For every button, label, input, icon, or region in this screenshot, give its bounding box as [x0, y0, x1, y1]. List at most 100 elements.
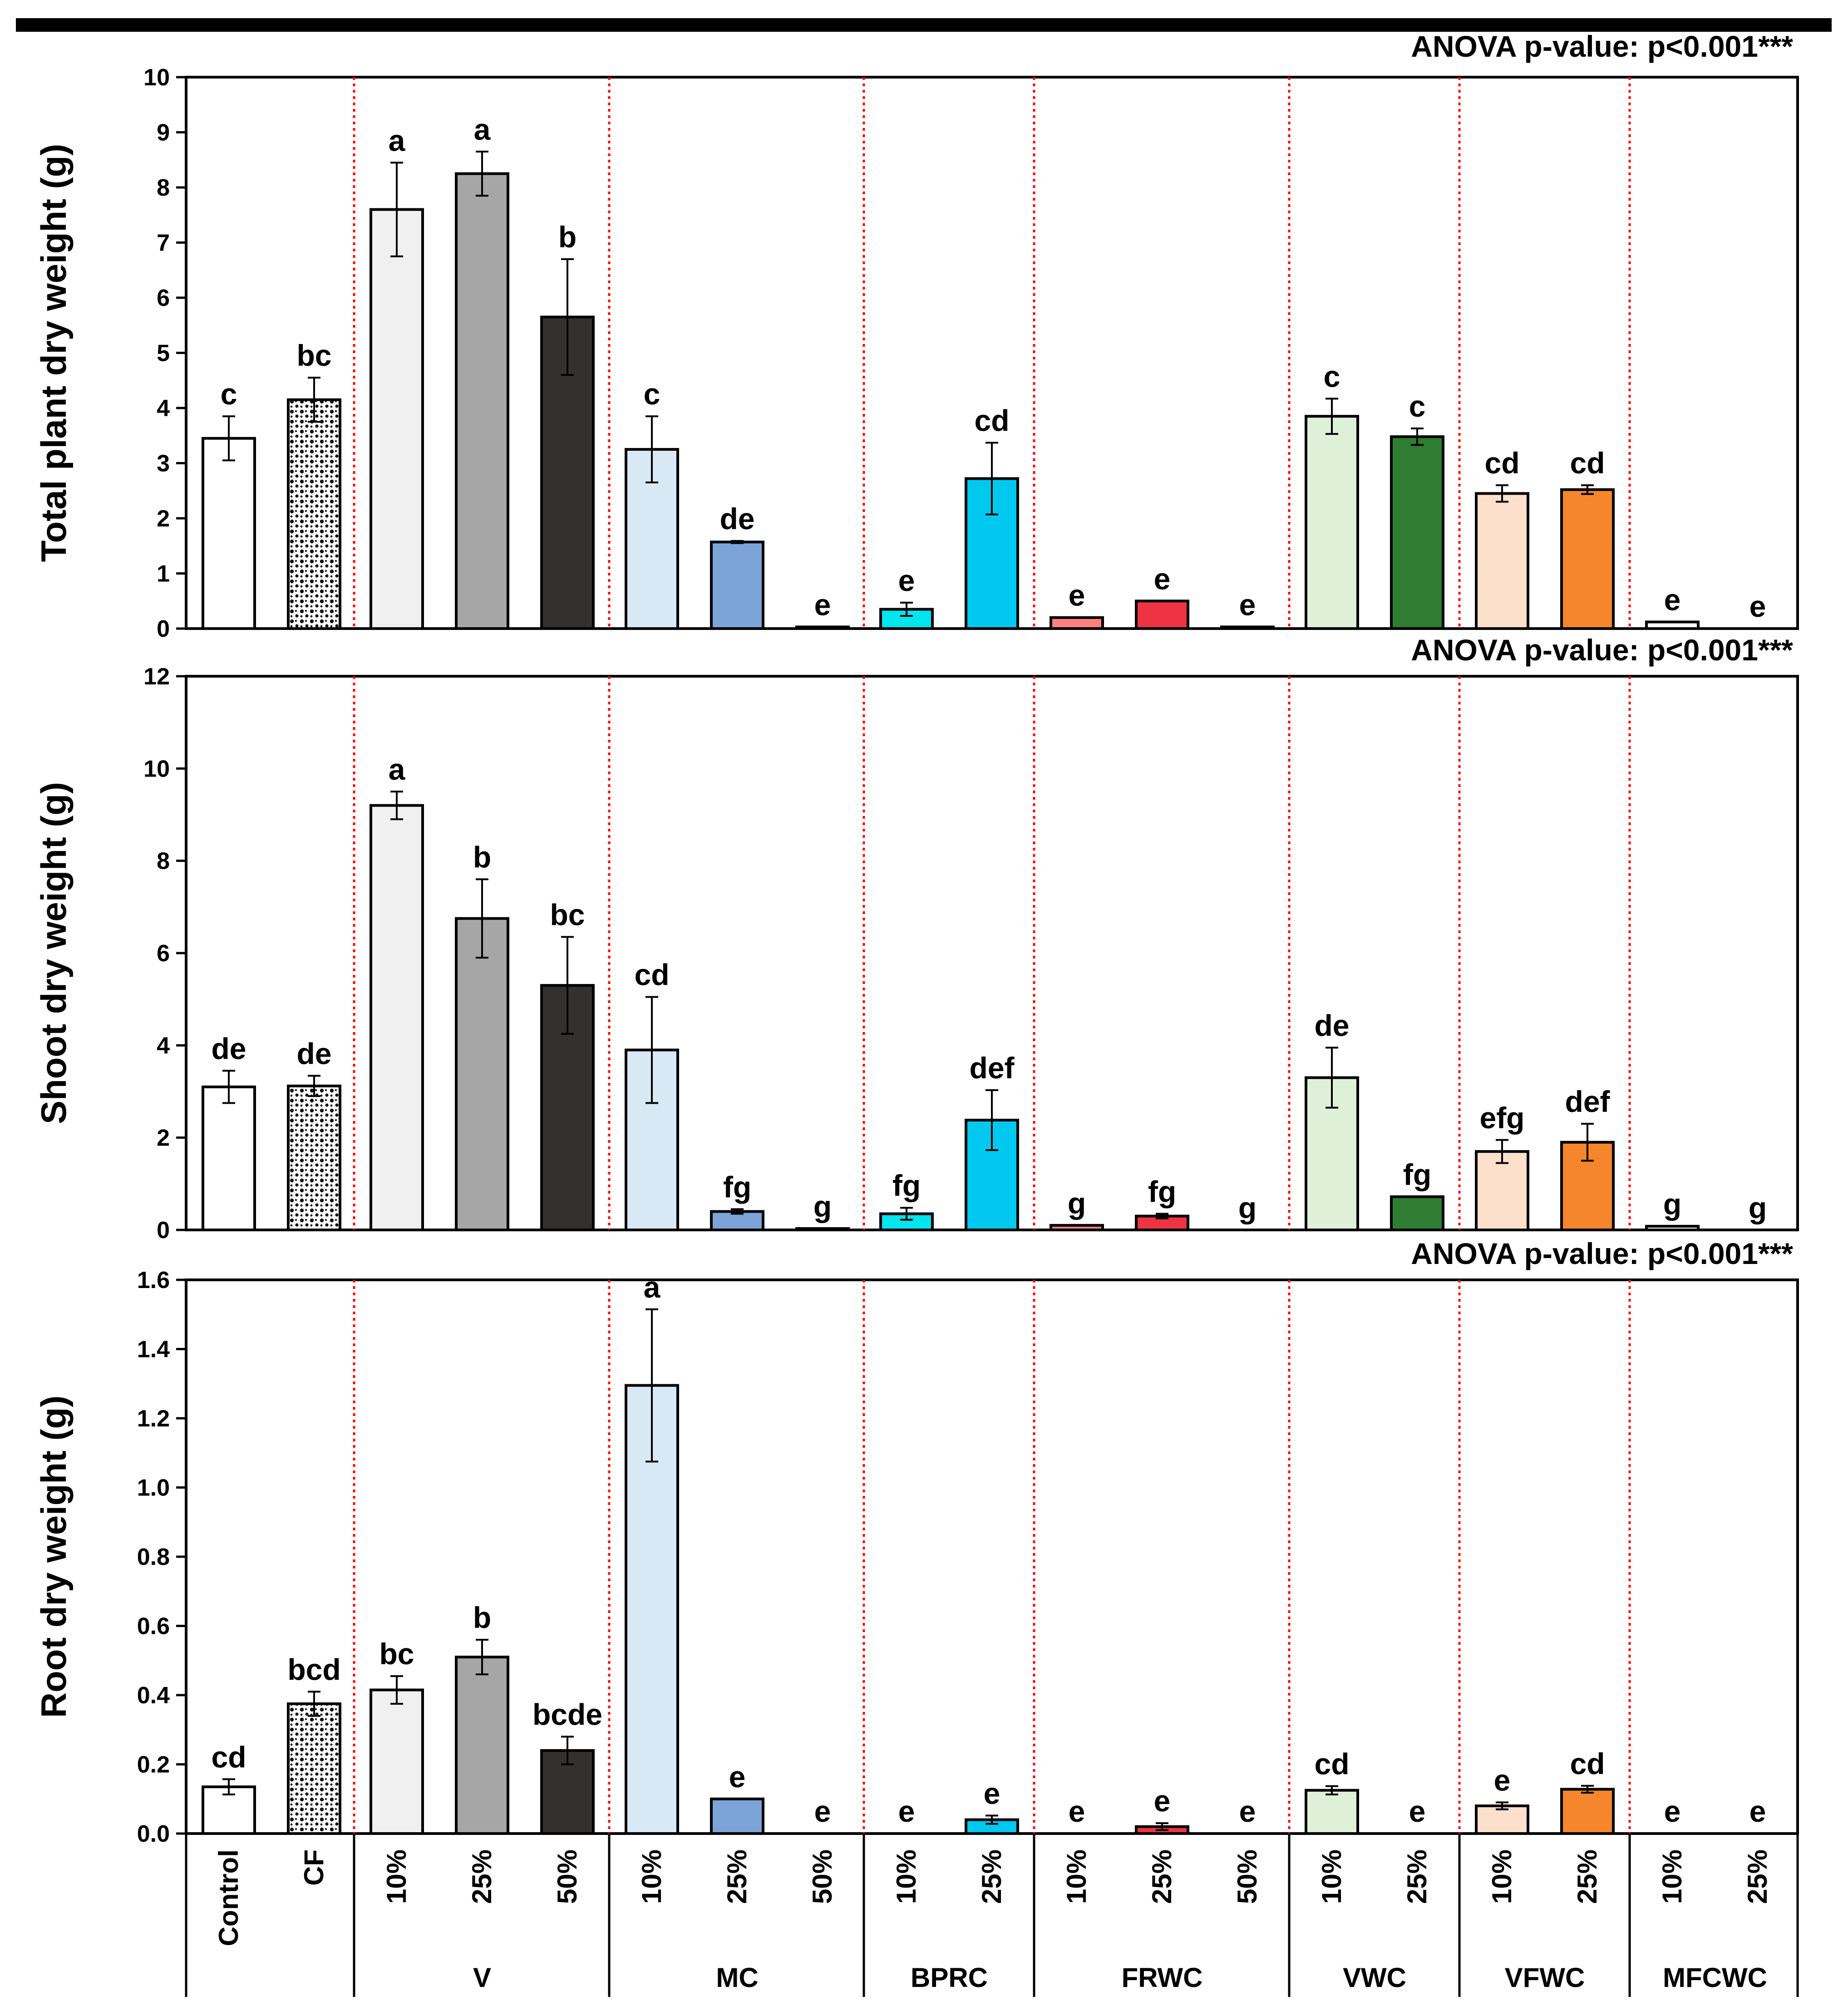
group-label: MFCWC — [1663, 1962, 1767, 1993]
y-tick-label: 12 — [143, 664, 170, 690]
group-label: MC — [716, 1962, 758, 1993]
significance-letter: cd — [1484, 446, 1519, 480]
bar — [795, 625, 850, 630]
x-tick-label: 10% — [891, 1849, 922, 1904]
significance-letter: b — [558, 220, 577, 254]
bar — [710, 541, 764, 630]
group-label: VWC — [1343, 1962, 1406, 1993]
significance-letter: bcde — [532, 1698, 602, 1731]
y-tick-label: 0.8 — [137, 1544, 170, 1570]
significance-letter: a — [474, 113, 491, 146]
bar — [1050, 1224, 1104, 1231]
bar — [1475, 1150, 1529, 1232]
panel-1: 0 1 2 3 4 5 6 7 8 9 10 Total plant dry weight (g) AN… — [34, 30, 1799, 642]
y-tick-label: 4 — [157, 1033, 170, 1059]
significance-letter: de — [1314, 1008, 1349, 1042]
significance-letter: e — [1154, 1784, 1171, 1818]
significance-letter: fg — [892, 1169, 921, 1202]
bar — [1305, 415, 1359, 630]
y-tick-label: 0.0 — [137, 1821, 170, 1847]
significance-letter: e — [1749, 590, 1766, 623]
plot-frame — [185, 1278, 1799, 1835]
significance-letter: e — [898, 1795, 915, 1828]
bar — [1135, 600, 1189, 630]
x-tick-label: 50% — [1232, 1849, 1262, 1904]
significance-letter: e — [1494, 1763, 1511, 1797]
y-tick-label: 10 — [143, 756, 170, 782]
y-tick-label: 6 — [157, 285, 170, 311]
significance-letter: b — [473, 1601, 491, 1634]
bar — [1645, 1224, 1700, 1232]
y-tick-label: 2 — [157, 1125, 170, 1151]
bar — [370, 208, 424, 630]
significance-letter: fg — [1403, 1158, 1431, 1191]
significance-letter: a — [644, 1270, 661, 1304]
significance-letter: bcd — [287, 1652, 340, 1686]
significance-letter: b — [473, 840, 491, 874]
x-tick-label: 25% — [976, 1849, 1007, 1904]
x-tick-label: 10% — [1316, 1849, 1347, 1904]
significance-letter: cd — [1570, 446, 1605, 480]
top-rule — [16, 18, 1832, 32]
x-tick-label: CF — [299, 1849, 329, 1886]
significance-letter: e — [814, 588, 831, 621]
bar — [1220, 625, 1275, 630]
significance-letter: e — [898, 564, 915, 597]
significance-letter: def — [1565, 1085, 1611, 1118]
y-tick-label: 3 — [157, 451, 170, 477]
significance-letter: e — [1239, 588, 1256, 621]
significance-letter: g — [1749, 1191, 1767, 1224]
significance-letter: c — [644, 377, 660, 411]
bar — [202, 1085, 256, 1231]
anova-label: ANOVA p-value: p<0.001*** — [1411, 633, 1793, 667]
significance-letter: c — [1409, 389, 1426, 423]
bar — [1560, 1788, 1615, 1835]
bar — [287, 1084, 341, 1232]
significance-letter: e — [729, 1760, 746, 1794]
y-axis-label: Root dry weight (g) — [34, 1396, 74, 1718]
bar — [287, 1702, 341, 1835]
significance-letter: de — [296, 1037, 331, 1070]
significance-letter: e — [1409, 1795, 1426, 1828]
bar — [370, 804, 424, 1231]
bar — [1560, 488, 1615, 630]
y-tick-label: 0 — [157, 1217, 170, 1244]
x-tick-label: 50% — [807, 1849, 838, 1904]
x-tick-label: 10% — [1061, 1849, 1092, 1904]
x-tick-label: 50% — [552, 1849, 582, 1904]
y-tick-label: 1 — [157, 561, 170, 587]
y-axis-label: Total plant dry weight (g) — [34, 144, 74, 562]
significance-letter: bc — [550, 898, 585, 931]
x-tick-label: 25% — [1572, 1849, 1602, 1904]
bar — [455, 1656, 509, 1835]
panel-3: 0.0 0.2 0.4 0.6 0.8 1.0 1.2 1.4 1.6 Root dry weig… — [34, 1237, 1799, 1847]
x-tick-label: 10% — [381, 1849, 412, 1904]
significance-letter: e — [1069, 1795, 1085, 1828]
y-tick-label: 8 — [157, 175, 170, 201]
significance-letter: bc — [379, 1637, 414, 1671]
significance-letter: cd — [634, 958, 669, 992]
significance-letter: g — [1663, 1187, 1681, 1221]
group-label: FRWC — [1122, 1962, 1203, 1993]
significance-letter: e — [814, 1795, 831, 1828]
y-tick-label: 8 — [157, 848, 170, 875]
x-tick-label: 25% — [1402, 1849, 1432, 1904]
anova-label: ANOVA p-value: p<0.001*** — [1411, 1237, 1793, 1270]
significance-letter: fg — [1148, 1175, 1176, 1208]
bar — [1475, 1804, 1529, 1835]
y-tick-label: 9 — [157, 120, 170, 146]
x-tick-label: Control — [213, 1849, 244, 1946]
significance-letter: cd — [1314, 1747, 1349, 1781]
significance-letter: e — [1239, 1795, 1256, 1828]
bar — [965, 1119, 1019, 1232]
y-tick-label: 6 — [157, 940, 170, 967]
significance-letter: g — [813, 1190, 832, 1223]
significance-letter: fg — [723, 1170, 751, 1204]
x-tick-label: 25% — [1147, 1849, 1177, 1904]
significance-letter: de — [211, 1032, 246, 1065]
group-label: VFWC — [1505, 1962, 1585, 1993]
significance-letter: e — [1664, 1795, 1681, 1828]
y-tick-label: 7 — [157, 230, 170, 256]
